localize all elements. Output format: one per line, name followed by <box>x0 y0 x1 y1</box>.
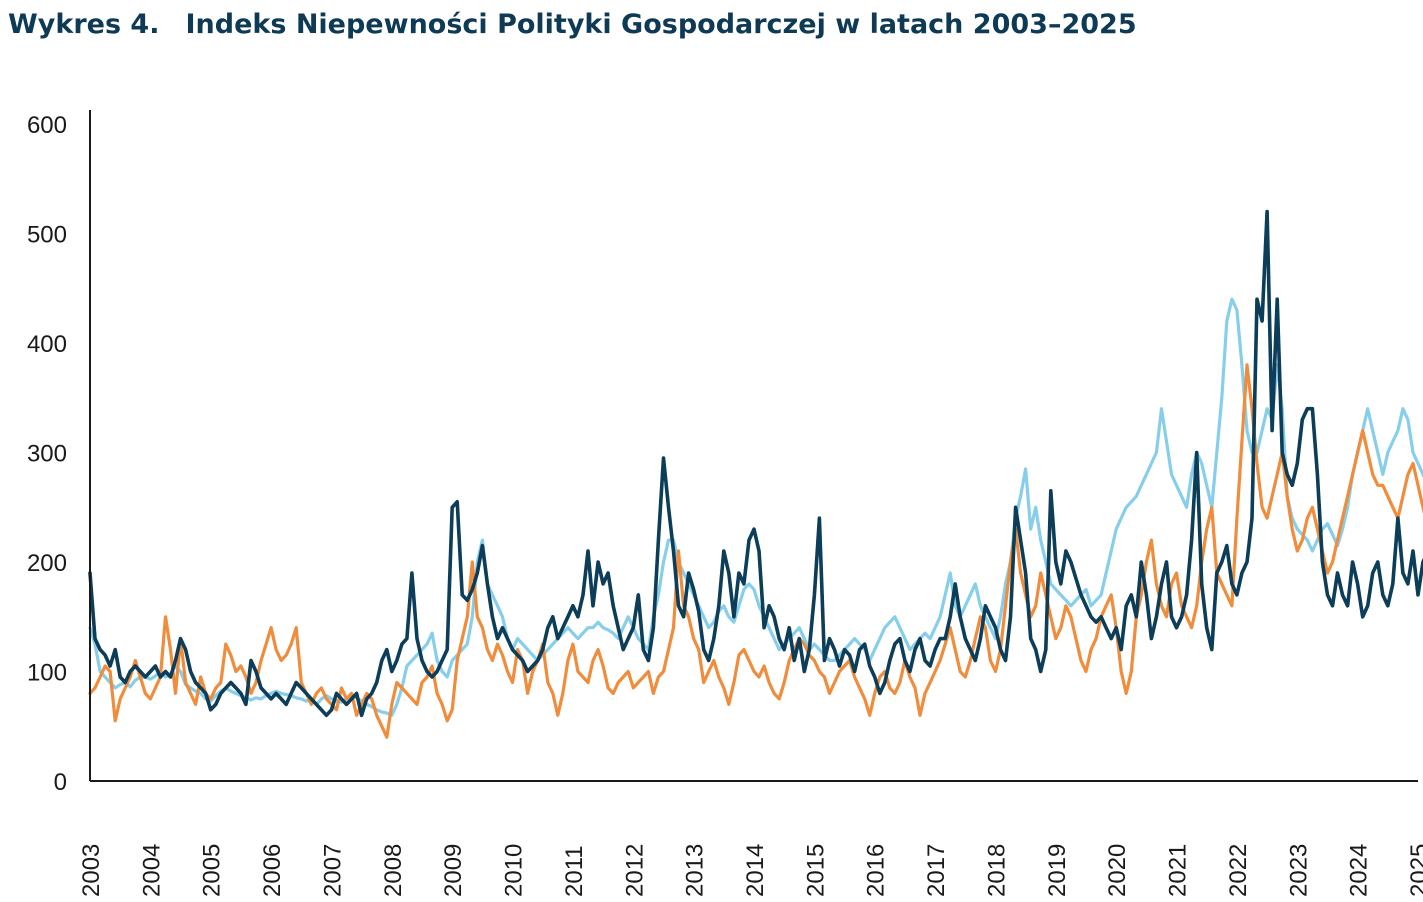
x-tick-label: 2008 <box>380 844 407 897</box>
figure-title: Indeks Niepewności Polityki Gospodarczej… <box>185 8 1137 40</box>
x-tick-label: 2019 <box>1044 844 1071 897</box>
chart-title: Wykres 4. Indeks Niepewności Polityki Go… <box>8 4 1137 44</box>
y-tick-label: 200 <box>27 550 67 577</box>
x-tick-label: 2021 <box>1165 844 1192 897</box>
x-tick-label: 2024 <box>1346 844 1373 897</box>
y-tick-label: 400 <box>27 331 67 358</box>
x-tick-label: 2007 <box>319 844 346 897</box>
x-tick-label: 2025 <box>1406 844 1423 897</box>
x-tick-label: 2009 <box>440 844 467 897</box>
x-tick-label: 2017 <box>923 844 950 897</box>
x-tick-label: 2014 <box>742 844 769 897</box>
x-tick-label: 2005 <box>199 844 226 897</box>
y-tick-label: 300 <box>27 441 67 468</box>
y-tick-label: 500 <box>27 222 67 249</box>
figure-number: Wykres 4. <box>8 8 160 40</box>
x-tick-label: 2020 <box>1104 844 1131 897</box>
y-tick-label: 0 <box>54 769 67 796</box>
series-line-2 <box>88 363 1423 739</box>
x-tick-label: 2013 <box>682 844 709 897</box>
x-tick-label: 2012 <box>621 844 648 897</box>
y-tick-label: 100 <box>27 660 67 687</box>
series-lines <box>88 209 1423 739</box>
y-axis-ticks: 0 100 200 300 400 500 600 <box>27 112 67 796</box>
x-tick-label: 2015 <box>802 844 829 897</box>
x-tick-label: 2010 <box>501 844 528 897</box>
y-tick-label: 600 <box>27 112 67 139</box>
x-tick-label: 2023 <box>1285 844 1312 897</box>
x-tick-label: 2018 <box>983 844 1010 897</box>
x-tick-label: 2016 <box>863 844 890 897</box>
x-axis-ticks: 2003 2004 2005 2006 2007 2008 2009 2010 2011 2012… <box>78 844 1423 897</box>
x-tick-label: 2022 <box>1225 844 1252 897</box>
series-line-3 <box>88 209 1423 718</box>
x-tick-label: 2011 <box>561 845 588 897</box>
x-tick-label: 2003 <box>78 844 105 897</box>
x-tick-label: 2004 <box>138 844 165 897</box>
x-tick-label: 2006 <box>259 844 286 897</box>
